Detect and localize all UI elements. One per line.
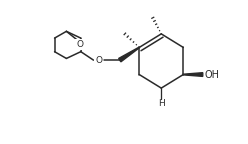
Text: O: O — [76, 40, 84, 49]
Polygon shape — [119, 47, 139, 62]
Text: OH: OH — [204, 70, 219, 79]
Text: H: H — [158, 99, 165, 108]
Polygon shape — [183, 73, 203, 76]
Text: O: O — [95, 56, 102, 65]
